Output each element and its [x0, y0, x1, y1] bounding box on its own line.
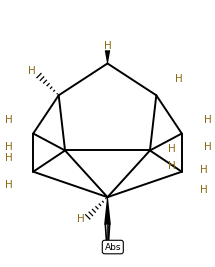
Text: H: H [175, 74, 183, 84]
Text: H: H [200, 164, 208, 175]
Text: H: H [200, 185, 208, 195]
Text: H: H [104, 41, 111, 51]
Text: H: H [5, 153, 13, 163]
Text: H: H [5, 142, 13, 152]
Text: H: H [28, 66, 36, 76]
Text: H: H [77, 214, 85, 225]
Text: H: H [5, 180, 13, 190]
Text: H: H [168, 161, 176, 171]
Text: H: H [168, 144, 176, 154]
Text: H: H [204, 115, 212, 125]
Text: Abs: Abs [104, 242, 121, 252]
Polygon shape [105, 50, 110, 64]
Polygon shape [104, 197, 111, 225]
Text: H: H [5, 115, 13, 125]
Text: H: H [204, 142, 212, 152]
